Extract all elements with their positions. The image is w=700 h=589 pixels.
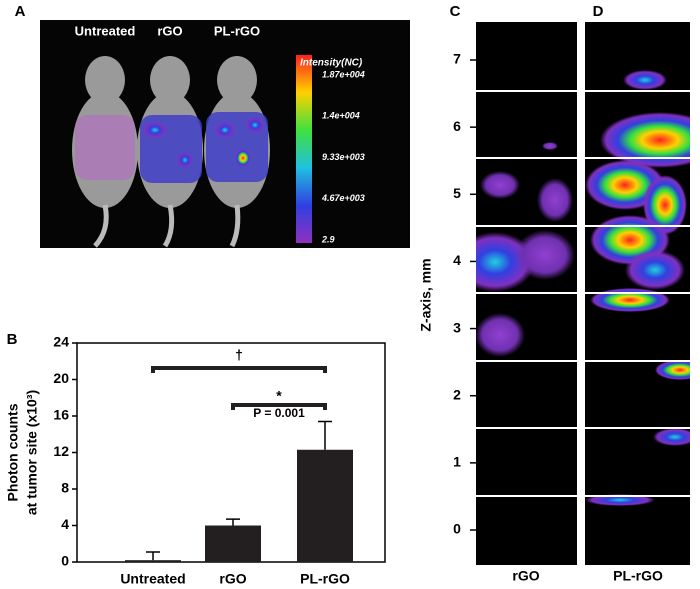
- y-tick-label: 16: [53, 407, 69, 423]
- colorbar-tick-label: 1.4e+004: [322, 111, 360, 121]
- column-label: PL-rGO: [613, 568, 663, 584]
- error-bar: [226, 518, 240, 526]
- bar: [205, 525, 261, 562]
- error-bar: [146, 551, 160, 561]
- colorbar-tick-label: 9.33e+003: [322, 152, 365, 162]
- x-tick-label: Untreated: [120, 571, 185, 587]
- annotation: P = 0.001: [253, 406, 305, 420]
- annotation: †: [235, 347, 243, 363]
- z-tick-label: 3: [453, 319, 461, 335]
- z-tick-label: 1: [453, 454, 461, 470]
- panel-label: A: [15, 3, 26, 20]
- colorbar-tick-label: 4.67e+003: [321, 193, 365, 203]
- y-axis-label: Photon counts: [5, 403, 21, 501]
- bar: [297, 449, 353, 562]
- column-label: rGO: [512, 568, 539, 584]
- annotation: *: [276, 388, 282, 404]
- error-bar: [318, 420, 332, 450]
- group-label: rGO: [157, 23, 182, 38]
- x-tick-label: PL-rGO: [300, 571, 350, 587]
- y-tick-label: 4: [61, 516, 69, 532]
- mice: [72, 56, 270, 248]
- colorbar: [296, 55, 312, 243]
- panel-label: B: [7, 331, 18, 348]
- x-tick-label: rGO: [219, 571, 246, 587]
- z-tick-label: 4: [453, 252, 461, 268]
- z-tick-label: 6: [453, 118, 461, 134]
- y-tick-label: 12: [53, 443, 69, 459]
- colorbar-title: Intensity(NC): [300, 58, 363, 69]
- y-tick-label: 24: [53, 334, 69, 350]
- y-axis-label: at tumor site (x10³): [24, 390, 40, 515]
- y-tick-label: 8: [61, 480, 69, 496]
- group-label: PL-rGO: [214, 23, 260, 38]
- panel-label: D: [593, 3, 604, 20]
- y-tick-label: 20: [53, 370, 69, 386]
- bracket: [151, 366, 327, 373]
- z-tick-label: 7: [453, 51, 461, 67]
- bar: [125, 560, 181, 562]
- y-tick-label: 0: [61, 553, 69, 569]
- z-tick-label: 2: [453, 386, 461, 402]
- z-tick-label: 5: [453, 185, 461, 201]
- bracket: [231, 403, 327, 410]
- colorbar-tick-label: 2.9: [321, 234, 335, 244]
- heat-blobs: [476, 142, 575, 357]
- z-tick-label: 0: [453, 521, 461, 537]
- group-label: Untreated: [75, 23, 136, 38]
- panel-label: C: [450, 3, 461, 20]
- colorbar-tick-label: 1.87e+004: [322, 69, 365, 79]
- slice-separators: [476, 22, 690, 565]
- z-axis-label: Z-axis, mm: [418, 258, 434, 331]
